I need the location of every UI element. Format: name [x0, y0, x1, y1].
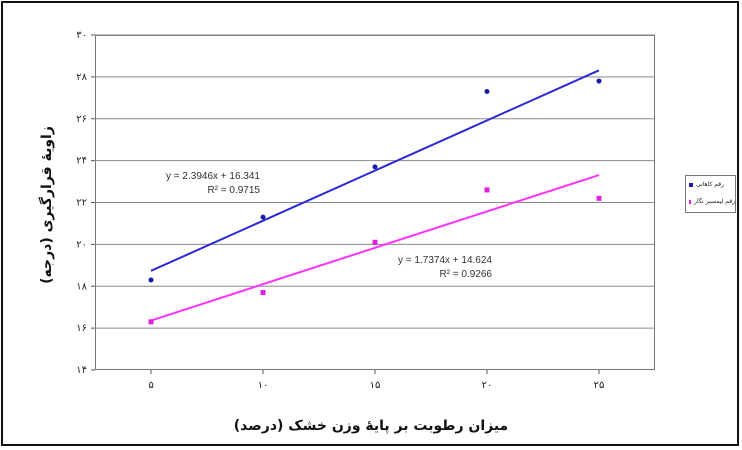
legend-label-limsir: رقم لیمسیر نگار [694, 198, 735, 205]
y-tick-label-0: ۱۴ [76, 365, 87, 376]
point-series-0-4 [596, 78, 602, 84]
legend-marker-kahani [689, 182, 693, 187]
trendline-series-0 [150, 69, 600, 272]
legend: رقم کاهانی رقم لیمسیر نگار [685, 175, 736, 213]
x-tick-label-4: ۲۵ [594, 380, 605, 391]
x-tick-label-2: ۱۵ [370, 380, 381, 391]
y-tick-label-2: ۱۸ [76, 281, 87, 292]
r2-kahani: R² = 0.9715 [207, 185, 260, 196]
equation-limsir: y = 1.7374x + 14.624 [398, 255, 492, 266]
y-tick-label-3: ۲۰ [76, 239, 87, 250]
equation-kahani: y = 2.3946x + 16.341 [166, 171, 260, 182]
point-series-1-4 [596, 195, 602, 201]
x-tick-label-3: ۲۰ [482, 380, 493, 391]
point-series-0-3 [484, 89, 490, 95]
x-axis-title: میزان رطوبت بر پایۀ وزن خشک (درصد) [233, 418, 509, 434]
y-tick-label-4: ۲۲ [76, 198, 87, 209]
y-tick-label-1: ۱۶ [76, 323, 87, 334]
point-series-1-0 [148, 319, 154, 325]
y-tick-label-5: ۲۴ [76, 156, 87, 167]
legend-item-limsir: رقم لیمسیر نگار [686, 193, 735, 210]
point-series-0-1 [260, 214, 266, 220]
point-series-0-0 [148, 277, 154, 283]
point-series-1-3 [484, 187, 490, 193]
equation-kahani-box: y = 2.3946x + 16.341 R² = 0.9715 [140, 170, 260, 198]
trendline-series-1 [150, 174, 600, 322]
y-tick-label-7: ۲۸ [76, 72, 87, 83]
y-axis-title: زاویۀ قرارگیری (درجه) [39, 126, 55, 284]
x-tick-label-0: ۵ [148, 380, 153, 391]
legend-label-kahani: رقم کاهانی [696, 181, 725, 188]
equation-limsir-box: y = 1.7374x + 14.624 R² = 0.9266 [372, 254, 492, 282]
y-tick-label-8: ۳۰ [76, 30, 87, 41]
point-series-1-1 [260, 290, 266, 296]
y-tick-label-6: ۲۶ [76, 114, 87, 125]
r2-limsir: R² = 0.9266 [439, 269, 492, 280]
legend-item-kahani: رقم کاهانی [686, 176, 735, 193]
legend-marker-limsir [689, 199, 692, 204]
point-series-1-2 [372, 239, 378, 245]
x-tick-label-1: ۱۰ [258, 380, 269, 391]
point-series-0-2 [372, 164, 378, 170]
